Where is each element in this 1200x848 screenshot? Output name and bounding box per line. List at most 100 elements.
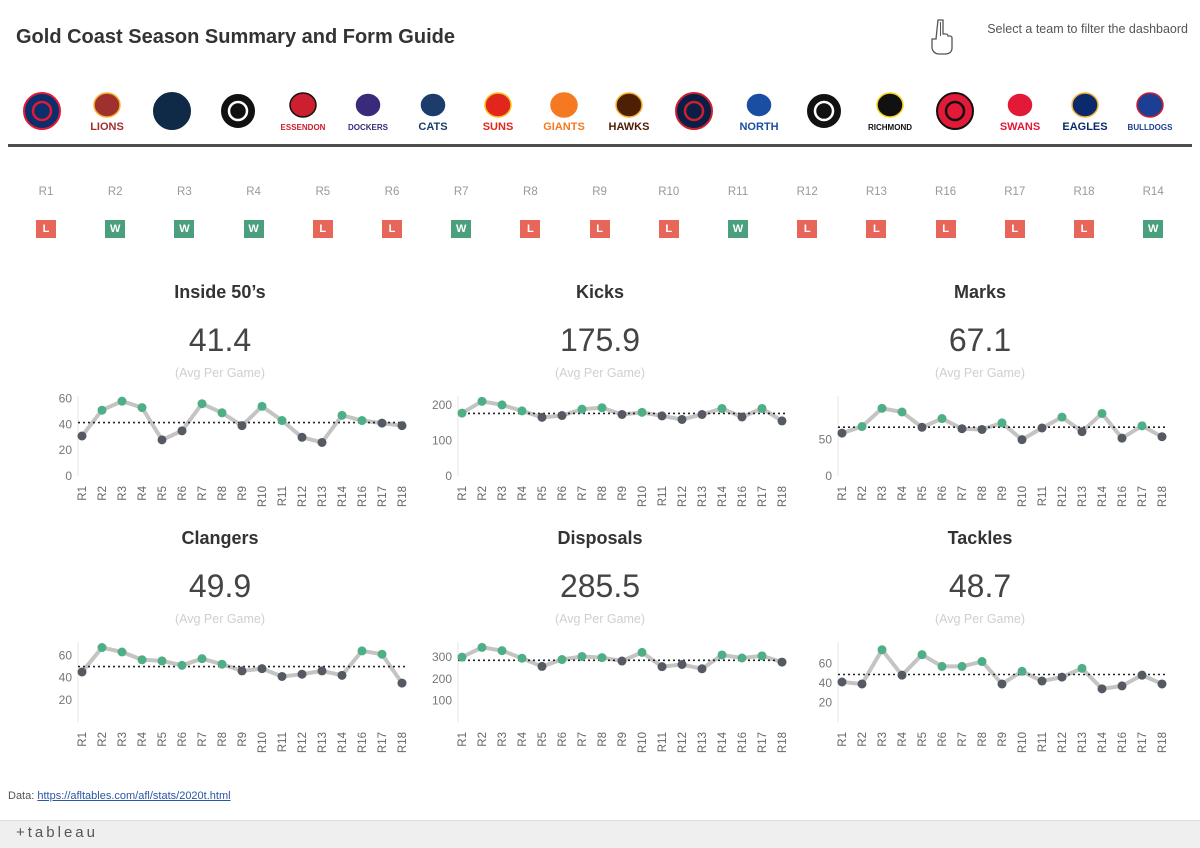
team-logo-9[interactable]: GIANTS <box>538 86 590 136</box>
data-point <box>1117 681 1127 691</box>
team-logo-5[interactable]: ESSENDON <box>277 86 329 136</box>
x-tick-label: R10 <box>257 732 269 753</box>
data-point <box>157 435 167 445</box>
round-result: R7 W <box>441 186 481 238</box>
x-tick-label: R14 <box>717 731 729 753</box>
team-logo-11[interactable] <box>668 86 720 136</box>
result-badge: L <box>797 220 818 238</box>
team-logo-label: NORTH <box>740 121 779 133</box>
result-badge: W <box>174 220 195 238</box>
data-source-link[interactable]: https://afltables.com/afl/stats/2020t.ht… <box>37 790 231 802</box>
y-tick-label: 100 <box>432 693 452 707</box>
data-point <box>237 421 247 431</box>
data-point <box>997 418 1007 428</box>
result-badge: W <box>728 220 748 238</box>
data-point <box>1017 435 1027 445</box>
x-tick-label: R12 <box>677 732 689 753</box>
round-label: R9 <box>592 186 607 198</box>
tableau-logo[interactable]: +tableau <box>16 824 98 841</box>
data-source: Data: https://afltables.com/afl/stats/20… <box>8 790 231 802</box>
x-tick-label: R10 <box>637 732 649 753</box>
data-point <box>657 662 667 672</box>
x-tick-label: R8 <box>977 732 989 747</box>
stat-panel-5: Tackles 48.7 (Avg Per Game) 20 40 60 R1 R2 R3 R4 R… <box>790 526 1170 756</box>
x-tick-label: R5 <box>917 732 929 747</box>
data-point <box>137 655 147 665</box>
data-point <box>517 406 527 416</box>
x-tick-label: R7 <box>577 486 589 501</box>
data-point <box>597 653 607 663</box>
round-label: R6 <box>384 186 400 198</box>
x-tick-label: R16 <box>1117 486 1129 507</box>
team-logo-15[interactable] <box>929 86 981 136</box>
x-tick-label: R17 <box>1137 486 1149 507</box>
round-label: R16 <box>935 186 957 198</box>
data-point <box>997 679 1007 689</box>
data-point <box>937 414 947 424</box>
x-tick-label: R3 <box>497 732 509 747</box>
data-point <box>957 661 967 671</box>
team-logo-label: RICHMOND <box>868 123 912 132</box>
x-tick-label: R1 <box>457 732 469 747</box>
data-point <box>1017 666 1027 676</box>
x-tick-label: R13 <box>317 486 329 507</box>
team-logo-18[interactable]: BULLDOGS <box>1124 86 1176 136</box>
x-tick-label: R3 <box>877 732 889 747</box>
team-logo-16[interactable]: SWANS <box>994 86 1046 136</box>
x-tick-label: R17 <box>1137 732 1149 753</box>
round-label: R4 <box>246 186 261 198</box>
x-tick-label: R3 <box>117 486 129 501</box>
round-label: R2 <box>107 186 123 198</box>
x-tick-label: R13 <box>1077 486 1089 507</box>
data-point <box>637 407 647 417</box>
data-point <box>97 643 107 653</box>
x-tick-label: R11 <box>657 732 669 752</box>
team-logo-13[interactable] <box>798 86 850 136</box>
page-title: Gold Coast Season Summary and Form Guide <box>16 26 455 48</box>
x-tick-label: R4 <box>517 485 529 500</box>
round-result: R2 W <box>95 186 135 238</box>
round-label: R8 <box>523 186 538 198</box>
team-logo-8[interactable]: SUNS <box>472 86 524 136</box>
data-point <box>937 661 947 671</box>
x-tick-label: R12 <box>1057 732 1069 753</box>
data-point <box>957 424 967 434</box>
y-tick-label: 200 <box>432 672 452 686</box>
x-tick-label: R12 <box>677 486 689 507</box>
team-logo-17[interactable]: EAGLES <box>1059 86 1111 136</box>
x-tick-label: R7 <box>197 732 209 747</box>
x-tick-label: R13 <box>697 486 709 507</box>
stat-average: 48.7 <box>948 568 1012 604</box>
team-logo-10[interactable]: HAWKS <box>603 86 655 136</box>
stat-subtitle: (Avg Per Game) <box>934 612 1026 626</box>
y-tick-label: 0 <box>65 469 72 483</box>
round-label: R5 <box>315 186 331 198</box>
team-logo-1[interactable] <box>16 86 68 136</box>
x-tick-label: R10 <box>637 486 649 507</box>
team-logo-3[interactable] <box>146 86 198 136</box>
x-tick-label: R5 <box>537 732 549 747</box>
data-point <box>537 661 547 671</box>
team-logo-12[interactable]: NORTH <box>733 86 785 136</box>
x-tick-label: R4 <box>137 485 149 500</box>
x-tick-label: R13 <box>1077 732 1089 753</box>
round-result: R9 L <box>580 186 620 238</box>
data-point <box>977 657 987 667</box>
team-logo-4[interactable] <box>212 86 264 136</box>
x-tick-label: R2 <box>477 732 489 747</box>
team-logo-2[interactable]: LIONS <box>81 86 133 136</box>
data-point <box>1117 433 1127 443</box>
round-label: R11 <box>727 186 749 198</box>
result-badge: L <box>658 220 679 238</box>
data-point <box>337 670 347 680</box>
team-logo-14[interactable]: RICHMOND <box>864 86 916 136</box>
data-point <box>377 649 387 659</box>
x-tick-label: R9 <box>997 732 1009 747</box>
data-point <box>1077 427 1087 437</box>
team-logo-7[interactable]: CATS <box>407 86 459 136</box>
x-tick-label: R11 <box>277 486 289 506</box>
data-point <box>1077 663 1087 673</box>
x-tick-label: R2 <box>857 486 869 501</box>
x-tick-label: R3 <box>877 486 889 501</box>
team-logo-6[interactable]: DOCKERS <box>342 86 394 136</box>
